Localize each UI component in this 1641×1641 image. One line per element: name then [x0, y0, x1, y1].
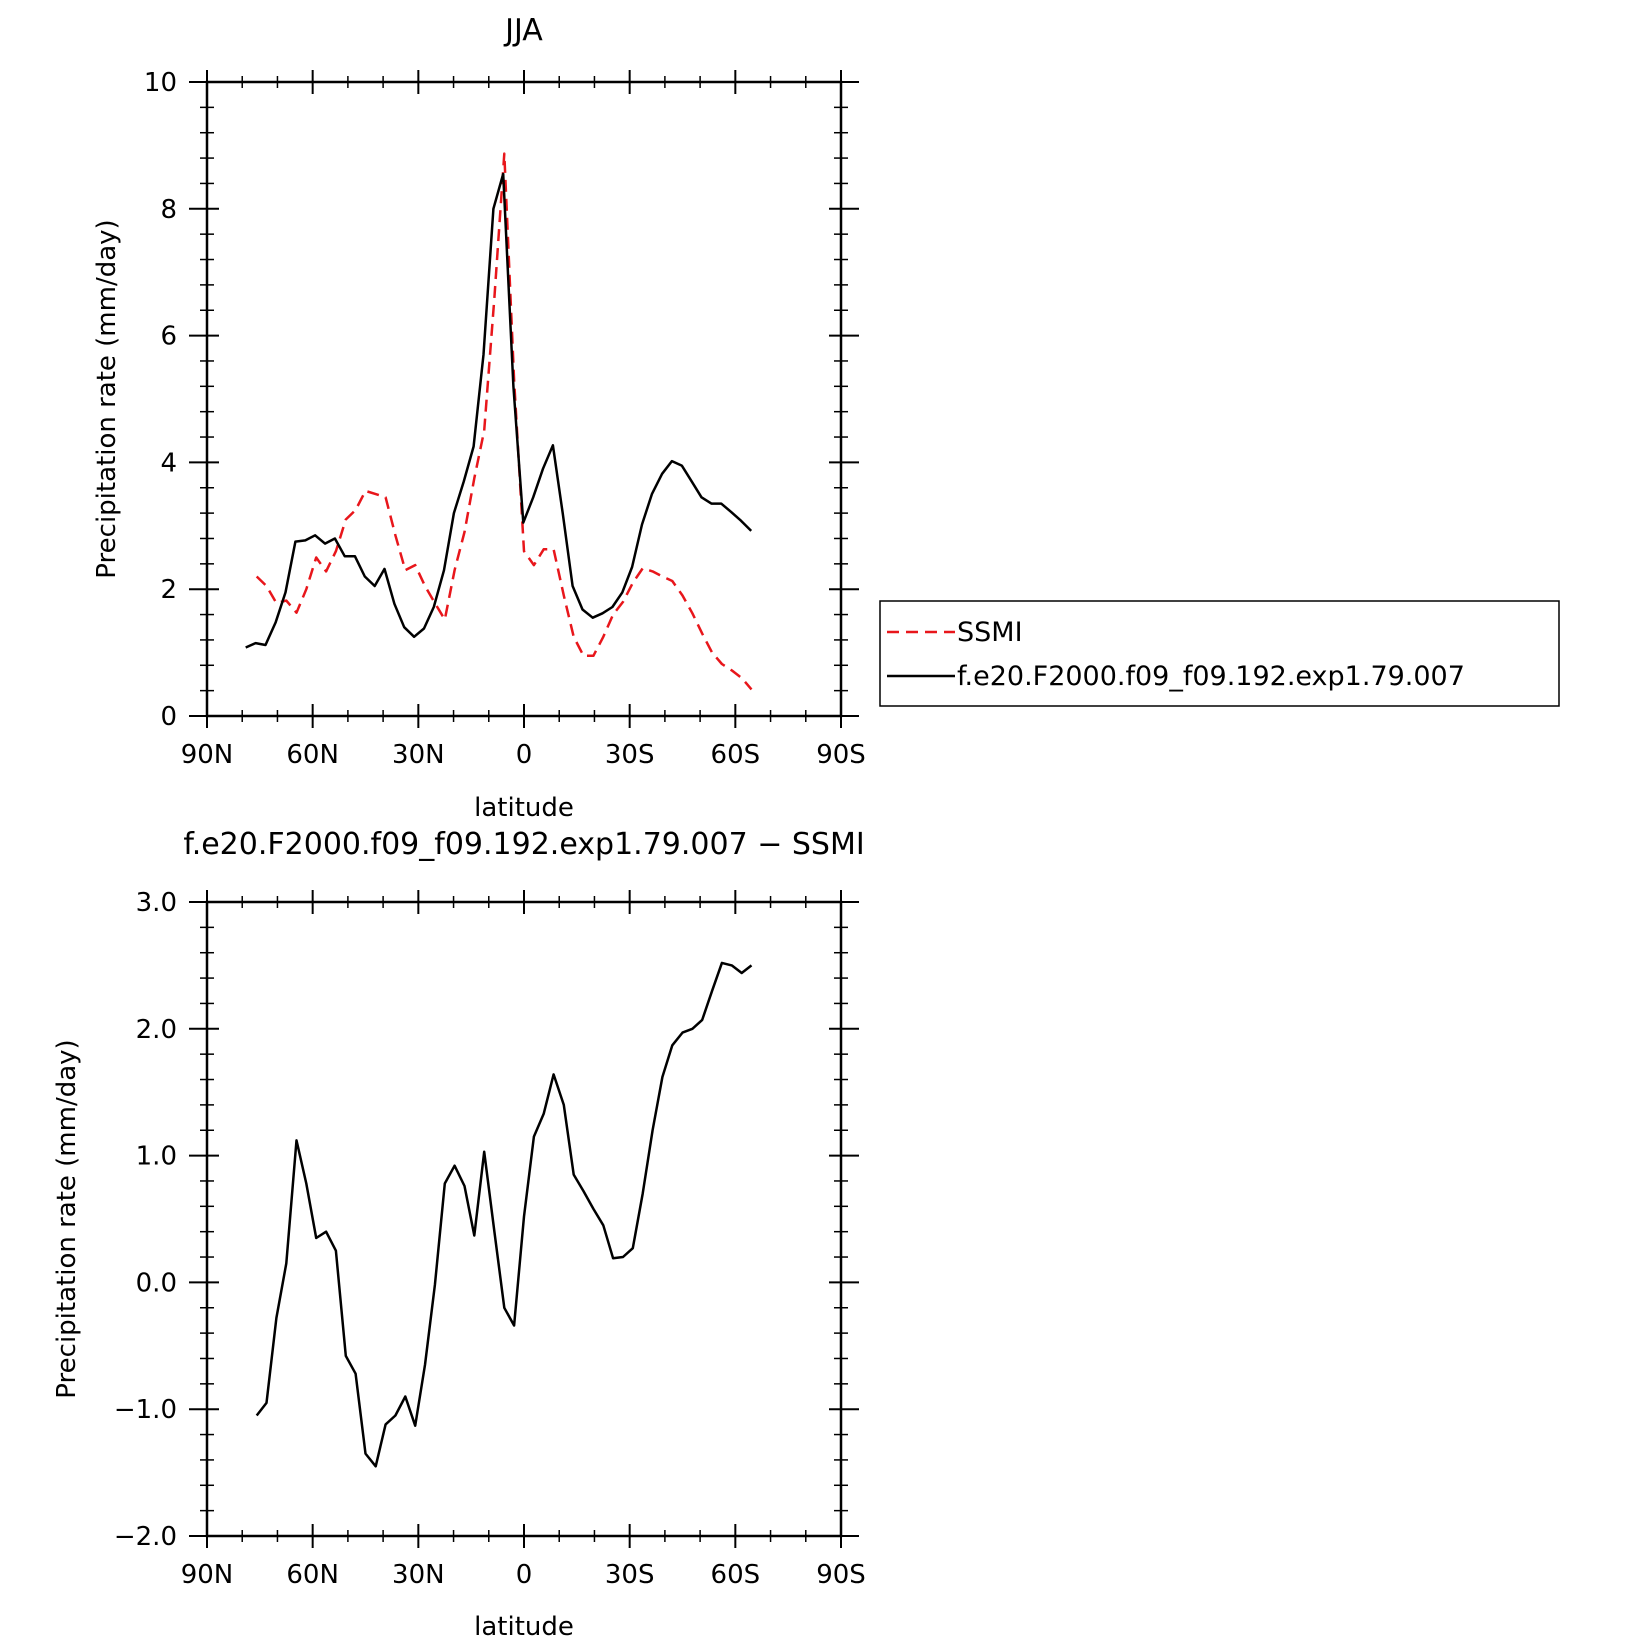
difference-y-axis-label: Precipitation rate (mm/day) — [52, 1039, 82, 1398]
difference-x-axis-label: latitude — [474, 1612, 574, 1641]
jja-series-line-ssmi — [255, 152, 753, 691]
difference-series-line-model — [255, 961, 753, 1468]
jja-y-tick-labels: 0 2 4 6 8 10 — [144, 68, 177, 732]
jja-x-tick-labels: 90N 60N 30N 0 30S 60S 90S — [181, 740, 866, 770]
difference-y-tick-label: 0.0 — [136, 1268, 177, 1298]
difference-y-tick-label: −1.0 — [114, 1395, 177, 1425]
difference-series-line — [255, 961, 753, 1468]
legend-box — [879, 600, 1560, 707]
jja-y-tick-label: 6 — [160, 322, 177, 352]
jja-chart-title: JJA — [503, 13, 543, 48]
difference-x-tick-label: 60N — [286, 1560, 339, 1590]
jja-y-tick-label: 0 — [160, 702, 177, 732]
difference-y-tick-label: −2.0 — [114, 1522, 177, 1552]
jja-series-lines — [245, 152, 753, 691]
jja-axis-ticks — [189, 70, 859, 728]
difference-chart-title: f.e20.F2000.f09_f09.192.exp1.79.007 − SS… — [183, 827, 864, 862]
difference-y-tick-labels: −2.0 −1.0 0.0 1.0 2.0 3.0 — [114, 888, 177, 1552]
difference-x-tick-label: 60S — [711, 1560, 761, 1590]
jja-precip-panel: JJA 90N 60N 30N 0 30S 60S 90S 0 2 4 6 8 10 latitude… — [92, 13, 866, 823]
jja-y-tick-label: 10 — [144, 68, 177, 98]
difference-plot-frame — [205, 900, 843, 1538]
difference-x-tick-label: 30N — [392, 1560, 445, 1590]
jja-x-tick-label: 60S — [711, 740, 761, 770]
jja-x-axis-label: latitude — [474, 793, 574, 823]
difference-panel: f.e20.F2000.f09_f09.192.exp1.79.007 − SS… — [52, 827, 866, 1641]
legend-label-ssmi: SSMI — [957, 617, 1023, 648]
jja-x-tick-label: 60N — [286, 740, 339, 770]
legend-label-model: f.e20.F2000.f09_f09.192.exp1.79.007 — [957, 661, 1465, 692]
jja-y-axis-label: Precipitation rate (mm/day) — [92, 219, 122, 578]
jja-y-tick-label: 8 — [160, 195, 177, 225]
jja-x-tick-label: 30S — [605, 740, 655, 770]
difference-x-tick-label: 90N — [181, 1560, 234, 1590]
difference-x-tick-labels: 90N 60N 30N 0 30S 60S 90S — [181, 1560, 866, 1590]
legend: SSMI f.e20.F2000.f09_f09.192.exp1.79.007 — [879, 600, 1560, 707]
difference-x-tick-label: 90S — [816, 1560, 866, 1590]
jja-plot-frame — [205, 80, 843, 718]
jja-x-tick-label: 90N — [181, 740, 234, 770]
jja-x-tick-label: 90S — [816, 740, 866, 770]
difference-x-tick-label: 0 — [516, 1560, 533, 1590]
jja-x-tick-label: 30N — [392, 740, 445, 770]
difference-y-tick-label: 2.0 — [136, 1015, 177, 1045]
jja-series-line-model — [245, 172, 753, 649]
jja-y-tick-label: 4 — [160, 448, 177, 478]
difference-y-tick-label: 3.0 — [136, 888, 177, 918]
difference-y-tick-label: 1.0 — [136, 1142, 177, 1172]
difference-x-tick-label: 30S — [605, 1560, 655, 1590]
jja-x-tick-label: 0 — [516, 740, 533, 770]
jja-y-tick-label: 2 — [160, 575, 177, 605]
